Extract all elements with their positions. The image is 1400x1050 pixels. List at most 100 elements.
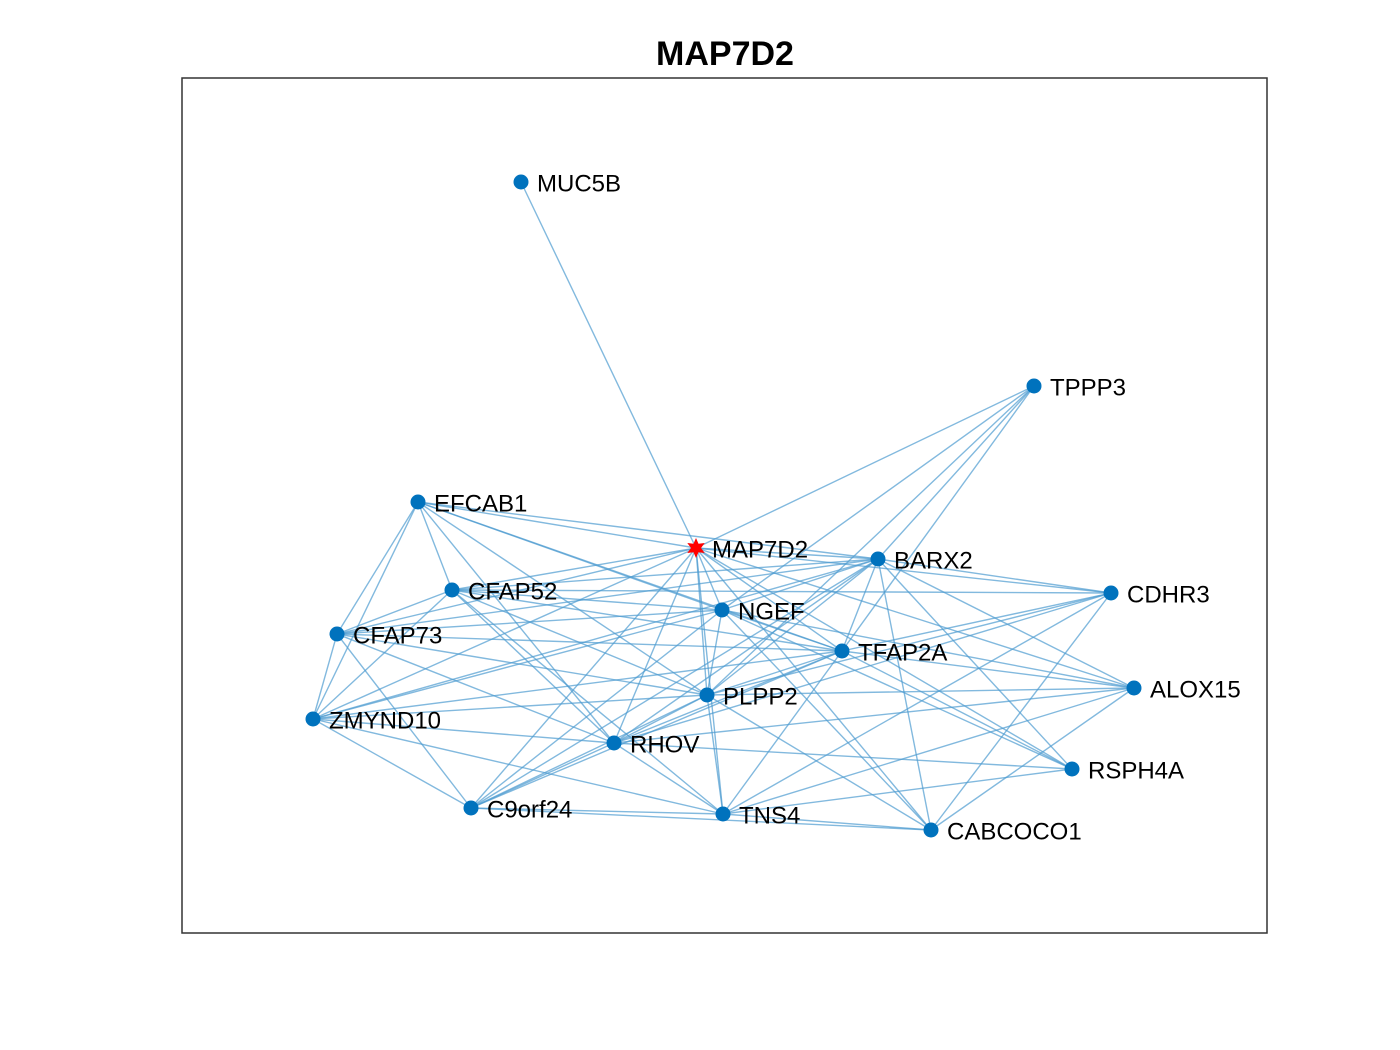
edge xyxy=(312,694,708,720)
edge xyxy=(613,742,1073,770)
edge xyxy=(877,558,932,831)
edge xyxy=(312,718,472,809)
edge xyxy=(470,807,724,815)
edge xyxy=(336,633,615,744)
edge xyxy=(417,501,453,591)
edge xyxy=(706,385,1035,696)
edge xyxy=(613,547,697,744)
edge xyxy=(706,694,932,831)
edge xyxy=(336,501,419,635)
node xyxy=(444,582,460,598)
edge xyxy=(451,558,879,591)
edge xyxy=(695,547,879,560)
node-label: CDHR3 xyxy=(1127,581,1210,608)
node xyxy=(305,711,321,727)
edge xyxy=(336,558,879,635)
edge xyxy=(706,558,879,696)
edge xyxy=(695,547,723,611)
node xyxy=(870,551,886,567)
nodes: MAP7D2 MUC5B TPPP3 EFCAB1 BARX2 CFAP52 NGEF CDH… xyxy=(305,170,1241,845)
node-label: C9orf24 xyxy=(487,796,572,823)
edge xyxy=(695,547,843,652)
node xyxy=(513,174,529,190)
edge xyxy=(336,633,708,696)
edge xyxy=(336,609,723,635)
edge xyxy=(312,633,338,720)
node xyxy=(715,806,731,822)
node-label: CABCOCO1 xyxy=(947,818,1082,845)
node-label: EFCAB1 xyxy=(434,490,527,517)
edge xyxy=(336,633,472,809)
edge xyxy=(470,742,615,809)
edge xyxy=(336,547,697,635)
node-label: CFAP73 xyxy=(353,622,442,649)
edge xyxy=(722,650,843,815)
edge xyxy=(695,385,1035,549)
edge xyxy=(417,501,879,560)
edge xyxy=(722,687,1135,815)
edge xyxy=(877,558,1135,689)
edge xyxy=(930,592,1112,831)
edge xyxy=(451,589,1112,594)
edge xyxy=(706,592,1112,696)
edge xyxy=(336,589,453,635)
node xyxy=(1064,761,1080,777)
node-label: ZMYND10 xyxy=(329,707,441,734)
edge xyxy=(312,650,843,720)
edge xyxy=(470,694,708,809)
node xyxy=(714,602,730,618)
edge xyxy=(312,718,615,744)
edge xyxy=(930,687,1135,831)
node-label: TFAP2A xyxy=(858,639,947,666)
edge xyxy=(695,547,1112,594)
axes-frame xyxy=(181,77,1268,934)
center-node xyxy=(687,538,705,558)
edge xyxy=(312,558,879,720)
node-label: RHOV xyxy=(630,731,699,758)
edge xyxy=(841,650,1135,689)
edge xyxy=(470,807,932,831)
edge xyxy=(613,742,724,815)
edge xyxy=(721,609,1073,770)
edge xyxy=(877,558,1112,594)
edge xyxy=(312,609,723,720)
edge xyxy=(721,609,1135,689)
edge xyxy=(721,609,843,652)
edge xyxy=(721,558,879,611)
edge xyxy=(695,547,1135,689)
edge xyxy=(470,609,723,809)
edge xyxy=(613,592,1112,744)
edge xyxy=(312,589,453,720)
edge xyxy=(877,385,1035,560)
node-label: MUC5B xyxy=(537,170,621,197)
node-label: CFAP52 xyxy=(468,578,557,605)
node xyxy=(1103,585,1119,601)
edge xyxy=(722,768,1073,815)
node xyxy=(606,735,622,751)
node xyxy=(1126,680,1142,696)
edge xyxy=(841,385,1035,652)
node xyxy=(463,800,479,816)
edge xyxy=(695,547,1073,770)
edge xyxy=(613,558,879,744)
edge xyxy=(841,592,1112,652)
edge xyxy=(451,589,843,652)
edge xyxy=(520,181,697,549)
node-label: BARX2 xyxy=(894,547,973,574)
edge xyxy=(841,558,879,652)
edge xyxy=(841,650,1073,770)
node xyxy=(699,687,715,703)
title: MAP7D2 xyxy=(656,35,794,73)
node xyxy=(834,643,850,659)
node-label: TNS4 xyxy=(739,802,800,829)
edge xyxy=(706,650,843,696)
node-label: RSPH4A xyxy=(1088,757,1184,784)
node xyxy=(923,822,939,838)
edge xyxy=(312,718,724,815)
node xyxy=(410,494,426,510)
node-label: TPPP3 xyxy=(1050,374,1126,401)
edge xyxy=(451,547,697,591)
node-label: MAP7D2 xyxy=(712,536,808,563)
edge xyxy=(706,609,723,696)
